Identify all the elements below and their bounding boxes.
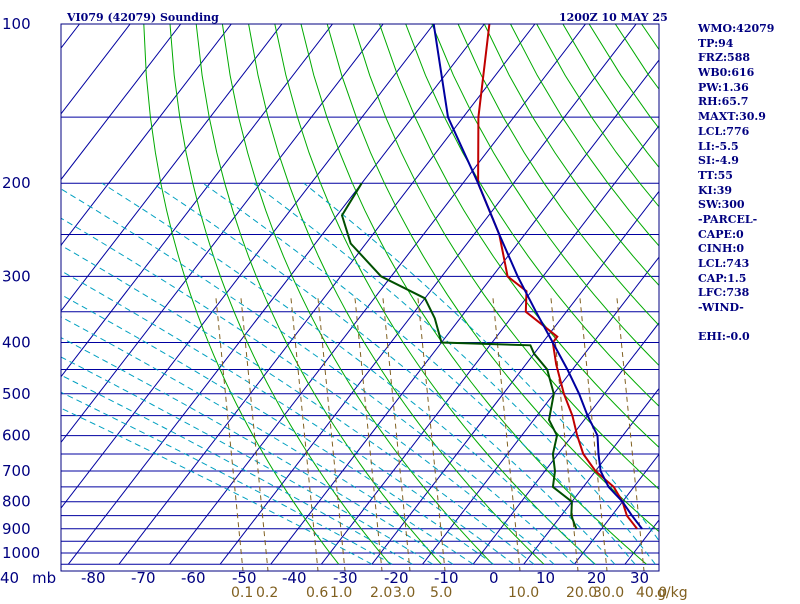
mixing-ratio-line [617, 298, 644, 571]
mixing-ratio-label: 0.6 [306, 585, 328, 600]
index-item: KI:39 [698, 184, 798, 199]
index-item: TP:94 [698, 37, 798, 52]
chart-time: 1200Z 10 MAY 25 [559, 11, 668, 24]
temperature-tick-label: -60 [181, 569, 206, 587]
isotherm-line [119, 24, 535, 564]
isotherm-line [0, 24, 181, 564]
dry-adiabat-line [222, 24, 492, 564]
index-item: CAP:1.5 [698, 272, 798, 287]
pressure-tick-label: 600 [2, 427, 31, 445]
pressure-tick-label: 400 [2, 334, 31, 352]
moist-adiabat-line [0, 183, 514, 564]
pressure-tick-label: 500 [2, 385, 31, 403]
temperature-tick-label: -70 [131, 569, 156, 587]
index-item: WB0:616 [698, 66, 798, 81]
index-item: TT:55 [698, 169, 798, 184]
isotherm-line [271, 24, 687, 564]
index-item: -PARCEL- [698, 213, 798, 228]
mixing-ratio-line [291, 298, 318, 571]
index-item [698, 316, 798, 331]
mixing-ratio-line [383, 298, 410, 571]
pressure-tick-label: 100 [2, 15, 31, 33]
temperature-tick-label: 40 [0, 569, 19, 587]
mixing-ratio-label: 0.1 [231, 585, 253, 600]
index-item: LCL:776 [698, 125, 798, 140]
mixing-ratio-label: 30.0 [593, 585, 624, 600]
index-item: SW:300 [698, 198, 798, 213]
mixing-ratio-line [318, 298, 345, 571]
index-item: LFC:738 [698, 286, 798, 301]
pressure-tick-label: 200 [2, 174, 31, 192]
index-item: FRZ:588 [698, 51, 798, 66]
pressure-tick-label: 300 [2, 267, 31, 285]
moist-adiabat-line [0, 183, 453, 564]
isotherm-line [170, 24, 586, 564]
mixing-ratio-unit: g/kg [657, 585, 688, 600]
moist-adiabat-line [1, 183, 554, 564]
index-item: -WIND- [698, 301, 798, 316]
dry-adiabat-line [196, 24, 441, 564]
dry-adiabat-line [249, 24, 544, 564]
index-item: EHI:-0.0 [698, 330, 798, 345]
temperature-tick-label: -80 [81, 569, 106, 587]
isotherm-line [0, 24, 130, 564]
pressure-tick-label: 900 [2, 520, 31, 538]
index-item: RH:65.7 [698, 95, 798, 110]
mixing-ratio-line [580, 298, 607, 571]
pressure-tick-label: 1000 [2, 544, 40, 562]
index-item: PW:1.36 [698, 81, 798, 96]
isotherm-line [0, 24, 231, 564]
moist-adiabat-line [52, 183, 575, 564]
pressure-tick-label: 700 [2, 462, 31, 480]
index-item: LCL:743 [698, 257, 798, 272]
pressure-tick-label: 800 [2, 493, 31, 511]
index-item: SI:-4.9 [698, 154, 798, 169]
isotherm-line [0, 24, 383, 564]
index-item: CAPE:0 [698, 228, 798, 243]
mixing-ratio-label: 10.0 [508, 585, 539, 600]
index-item: CINH:0 [698, 242, 798, 257]
temperature-tick-label: -40 [282, 569, 307, 587]
isotherm-line [321, 24, 737, 564]
chart-title: VI079 (42079) Sounding [66, 11, 219, 24]
mixing-ratio-label: 2.0 [370, 585, 392, 600]
isotherm-line [68, 24, 484, 564]
plot-frame [61, 24, 659, 571]
moist-adiabat-line [0, 183, 392, 564]
mixing-ratio-label: 0.2 [256, 585, 278, 600]
mixing-ratio-label: 5.0 [430, 585, 452, 600]
index-item: LI:-5.5 [698, 140, 798, 155]
index-item: MAXT:30.9 [698, 110, 798, 125]
temperature-tick-label: 0 [489, 569, 499, 587]
pressure-unit-label: mb [32, 569, 56, 587]
dry-adiabat-line [353, 24, 749, 564]
plot-border [61, 24, 659, 571]
mixing-ratio-label: 1.0 [330, 585, 352, 600]
dry-adiabat-line [170, 24, 390, 564]
mixing-ratio-label: 3.0 [393, 585, 415, 600]
background-lines [0, 24, 800, 571]
index-item: WMO:42079 [698, 22, 798, 37]
mixing-ratio-line [493, 298, 520, 571]
isotherm-line [0, 24, 282, 564]
moist-adiabat-line [253, 183, 655, 564]
dry-adiabat-line [301, 24, 647, 564]
